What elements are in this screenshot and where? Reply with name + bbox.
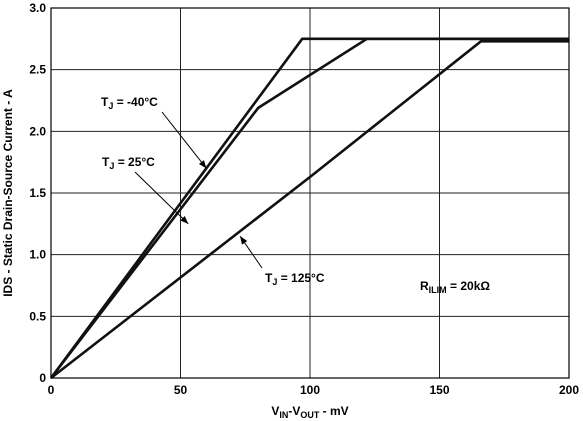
- annotation-main: R: [420, 279, 429, 293]
- y-axis-title: IDS - Static Drain-Source Current - A: [1, 89, 15, 297]
- annotation-tail: = 25°C: [114, 155, 155, 169]
- x-axis-title-sub1: IN: [279, 410, 288, 420]
- annotation-arrowhead: [240, 236, 248, 245]
- annotation-sub: J: [109, 161, 114, 171]
- x-axis-title-tail: - mV: [319, 404, 348, 418]
- series-line-2: [49, 37, 569, 379]
- annotation-sub: ILIM: [429, 285, 447, 295]
- x-tick-label: 150: [429, 383, 449, 397]
- annotation-sub: J: [272, 277, 277, 287]
- annotation-tail: = -40°C: [113, 95, 158, 109]
- annotation-arrowhead: [198, 160, 207, 169]
- annotation-arrow-line: [134, 171, 189, 225]
- annotation-arrow-line: [161, 111, 207, 169]
- x-tick-label: 200: [559, 383, 579, 397]
- grid: [50, 7, 570, 379]
- x-tick-label: 0: [48, 383, 55, 397]
- series-line-3: [50, 39, 569, 380]
- annotation-arrows: [134, 111, 263, 269]
- x-axis-title-sub2: OUT: [300, 410, 320, 420]
- annotation-tail: = 125°C: [277, 271, 324, 285]
- annotation-rilim: RILIM = 20kΩ: [420, 279, 490, 295]
- x-axis-title-mid: -V: [288, 404, 300, 418]
- series-group: [49, 37, 569, 380]
- y-tick-label: 0.5: [29, 309, 46, 323]
- annotation-tail: = 20kΩ: [447, 279, 491, 293]
- x-tick-label: 100: [300, 383, 320, 397]
- y-tick-label: 0: [39, 371, 46, 385]
- annotation-main: T: [101, 95, 109, 109]
- annotation-tj-25: TJ = 25°C: [102, 155, 155, 171]
- plot-frame: [50, 7, 570, 379]
- annotation-arrowhead: [180, 215, 189, 224]
- annotations: TJ = -40°C TJ = 25°C TJ = 125°C RILIM = …: [101, 95, 490, 295]
- annotation-sub: J: [108, 101, 113, 111]
- x-axis-title-main: V: [271, 404, 279, 418]
- annotation-tj-125: TJ = 125°C: [265, 271, 325, 287]
- y-tick-label: 3.0: [29, 1, 46, 15]
- annotation-main: T: [102, 155, 110, 169]
- y-tick-label: 1.5: [29, 186, 46, 200]
- annotation-tj-minus40: TJ = -40°C: [101, 95, 158, 111]
- x-axis-title: VIN-VOUT - mV: [271, 404, 348, 420]
- tick-labels: 0 50 100 150 200 0 0.5 1.0 1.5 2.0 2.5 3.0: [29, 1, 579, 397]
- y-tick-label: 2.5: [29, 63, 46, 77]
- x-tick-label: 50: [174, 383, 188, 397]
- annotation-main: T: [265, 271, 273, 285]
- y-tick-label: 1.0: [29, 248, 46, 262]
- y-tick-label: 2.0: [29, 124, 46, 138]
